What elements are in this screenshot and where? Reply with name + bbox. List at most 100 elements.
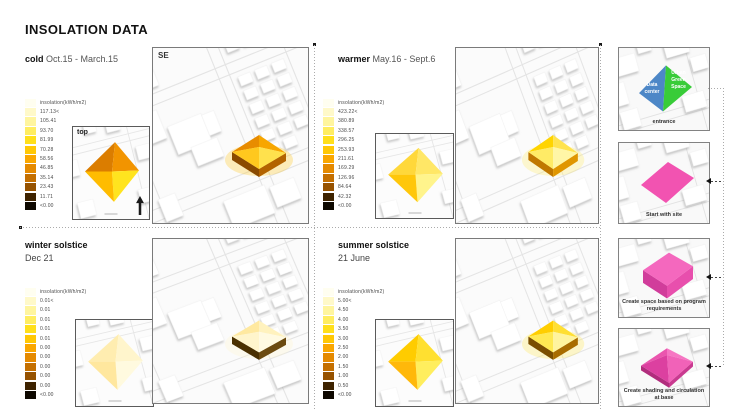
massing-diagram: [619, 239, 709, 317]
quadrant-title: warmer: [338, 54, 371, 64]
legend-value: 0.00: [40, 363, 51, 370]
legend-row: <0.00: [25, 390, 95, 400]
legend-value: 3.50: [338, 326, 349, 333]
legend-row: 296.25: [323, 136, 393, 145]
legend-value: 5.00<: [338, 298, 352, 305]
legend-value: 1.50: [338, 363, 349, 370]
legend-swatch: [323, 145, 334, 154]
legend-swatch: [323, 390, 334, 400]
quadrant-header: winter solstice Dec 21: [25, 240, 88, 263]
legend-value: 0.01: [40, 335, 51, 342]
legend-value: 296.25: [338, 137, 355, 144]
legend-value: 42.32: [338, 193, 352, 200]
roof-plan-heatmap: [376, 134, 453, 218]
se-view-render: [456, 48, 598, 223]
legend-value: 4.00: [338, 316, 349, 323]
top-view-inset: [375, 133, 454, 219]
legend-row: 0.01: [25, 325, 95, 334]
legend-swatch: [323, 154, 334, 164]
legend-row: 0.01<: [25, 296, 95, 306]
legend-swatch: [323, 362, 334, 371]
legend-row: 211.61: [323, 154, 393, 164]
legend-row: insolation(kWh/m2): [25, 287, 95, 296]
flow-connector: [711, 181, 723, 182]
legend-swatch: [25, 315, 36, 324]
quadrant-subtitle: Oct.15 - March.15: [46, 54, 119, 64]
legend-value: 0.00: [40, 373, 51, 380]
se-view-panel: [152, 238, 309, 404]
legend-swatch: [323, 334, 334, 343]
legend-value: 23.43: [40, 184, 54, 191]
legend-row: 338.57: [323, 126, 393, 135]
legend-row: 0.01: [25, 334, 95, 343]
legend-swatch: [323, 381, 334, 390]
se-view-panel: SE: [152, 47, 309, 224]
shading-roof-diagram: [619, 329, 709, 406]
legend-swatch: [323, 287, 334, 296]
legend-value: 423.22<: [338, 109, 358, 116]
inset-watermark: [104, 213, 118, 215]
separator-dot: [599, 43, 602, 46]
legend-value: 0.50: [338, 382, 349, 389]
quadrant-header: warmer May.16 - Sept.6: [338, 54, 435, 64]
legend-value: 126.96: [338, 174, 355, 181]
quadrant-header: summer solstice 21 June: [338, 240, 409, 263]
quadrant-header: cold Oct.15 - March.15: [25, 54, 118, 64]
legend-value: <0.00: [338, 391, 352, 398]
legend-value: 169.29: [338, 165, 355, 172]
legend-value: 46.85: [40, 165, 54, 172]
inset-view-label: top: [77, 129, 88, 136]
legend-row: 42.32: [323, 192, 393, 201]
legend-swatch: [323, 136, 334, 145]
flow-connector: [711, 277, 723, 278]
flow-connector: [711, 366, 723, 367]
zone-label-data-center: Data center: [644, 82, 660, 95]
legend-swatch: [25, 334, 36, 343]
legend-swatch: [323, 201, 334, 211]
legend-swatch: [25, 98, 36, 107]
legend-row: 4.50: [323, 306, 393, 315]
process-panel-roof: Create shading and circulation at base: [618, 328, 710, 407]
quadrant-subtitle: Dec 21: [25, 253, 54, 263]
legend-swatch: [323, 343, 334, 353]
legend-swatch: [25, 201, 36, 211]
legend-value: 0.01: [40, 307, 51, 314]
legend-row: 81.99: [25, 136, 95, 145]
legend-row: 46.85: [25, 164, 95, 173]
legend-swatch: [25, 296, 36, 306]
legend-value: 2.00: [338, 354, 349, 361]
legend-row: 58.56: [25, 154, 95, 164]
legend-row: 105.41: [25, 117, 95, 126]
inset-watermark: [108, 400, 121, 402]
legend-value: <0.00: [40, 391, 54, 398]
legend-row: 0.00: [25, 353, 95, 362]
roof-plan-heatmap: [376, 320, 453, 406]
se-view-panel: [455, 47, 599, 224]
legend-title: insolation(kWh/m2): [338, 288, 385, 295]
top-view-inset: [75, 319, 154, 407]
legend-value: 117.13<: [40, 109, 60, 116]
legend-value: 0.00: [40, 382, 51, 389]
legend-value: 84.64: [338, 184, 352, 191]
legend-swatch: [25, 287, 36, 296]
quadrant-title: winter solstice: [25, 240, 88, 250]
legend-swatch: [323, 353, 334, 362]
se-view-render: [153, 239, 308, 403]
legend-value: 35.14: [40, 174, 54, 181]
north-arrow-icon: [136, 196, 144, 215]
legend-value: 380.89: [338, 118, 355, 125]
legend-row: 4.00: [323, 315, 393, 324]
flow-connector: [708, 88, 724, 89]
legend-title: insolation(kWh/m2): [40, 99, 87, 106]
legend-row: <0.00: [25, 201, 95, 211]
legend-value: 105.41: [40, 118, 57, 125]
top-view-inset: [375, 319, 454, 407]
top-view-inset: top: [72, 126, 150, 220]
legend-row: 3.00: [323, 334, 393, 343]
process-panel-site: Start with site: [618, 142, 710, 224]
legend-swatch: [25, 164, 36, 173]
